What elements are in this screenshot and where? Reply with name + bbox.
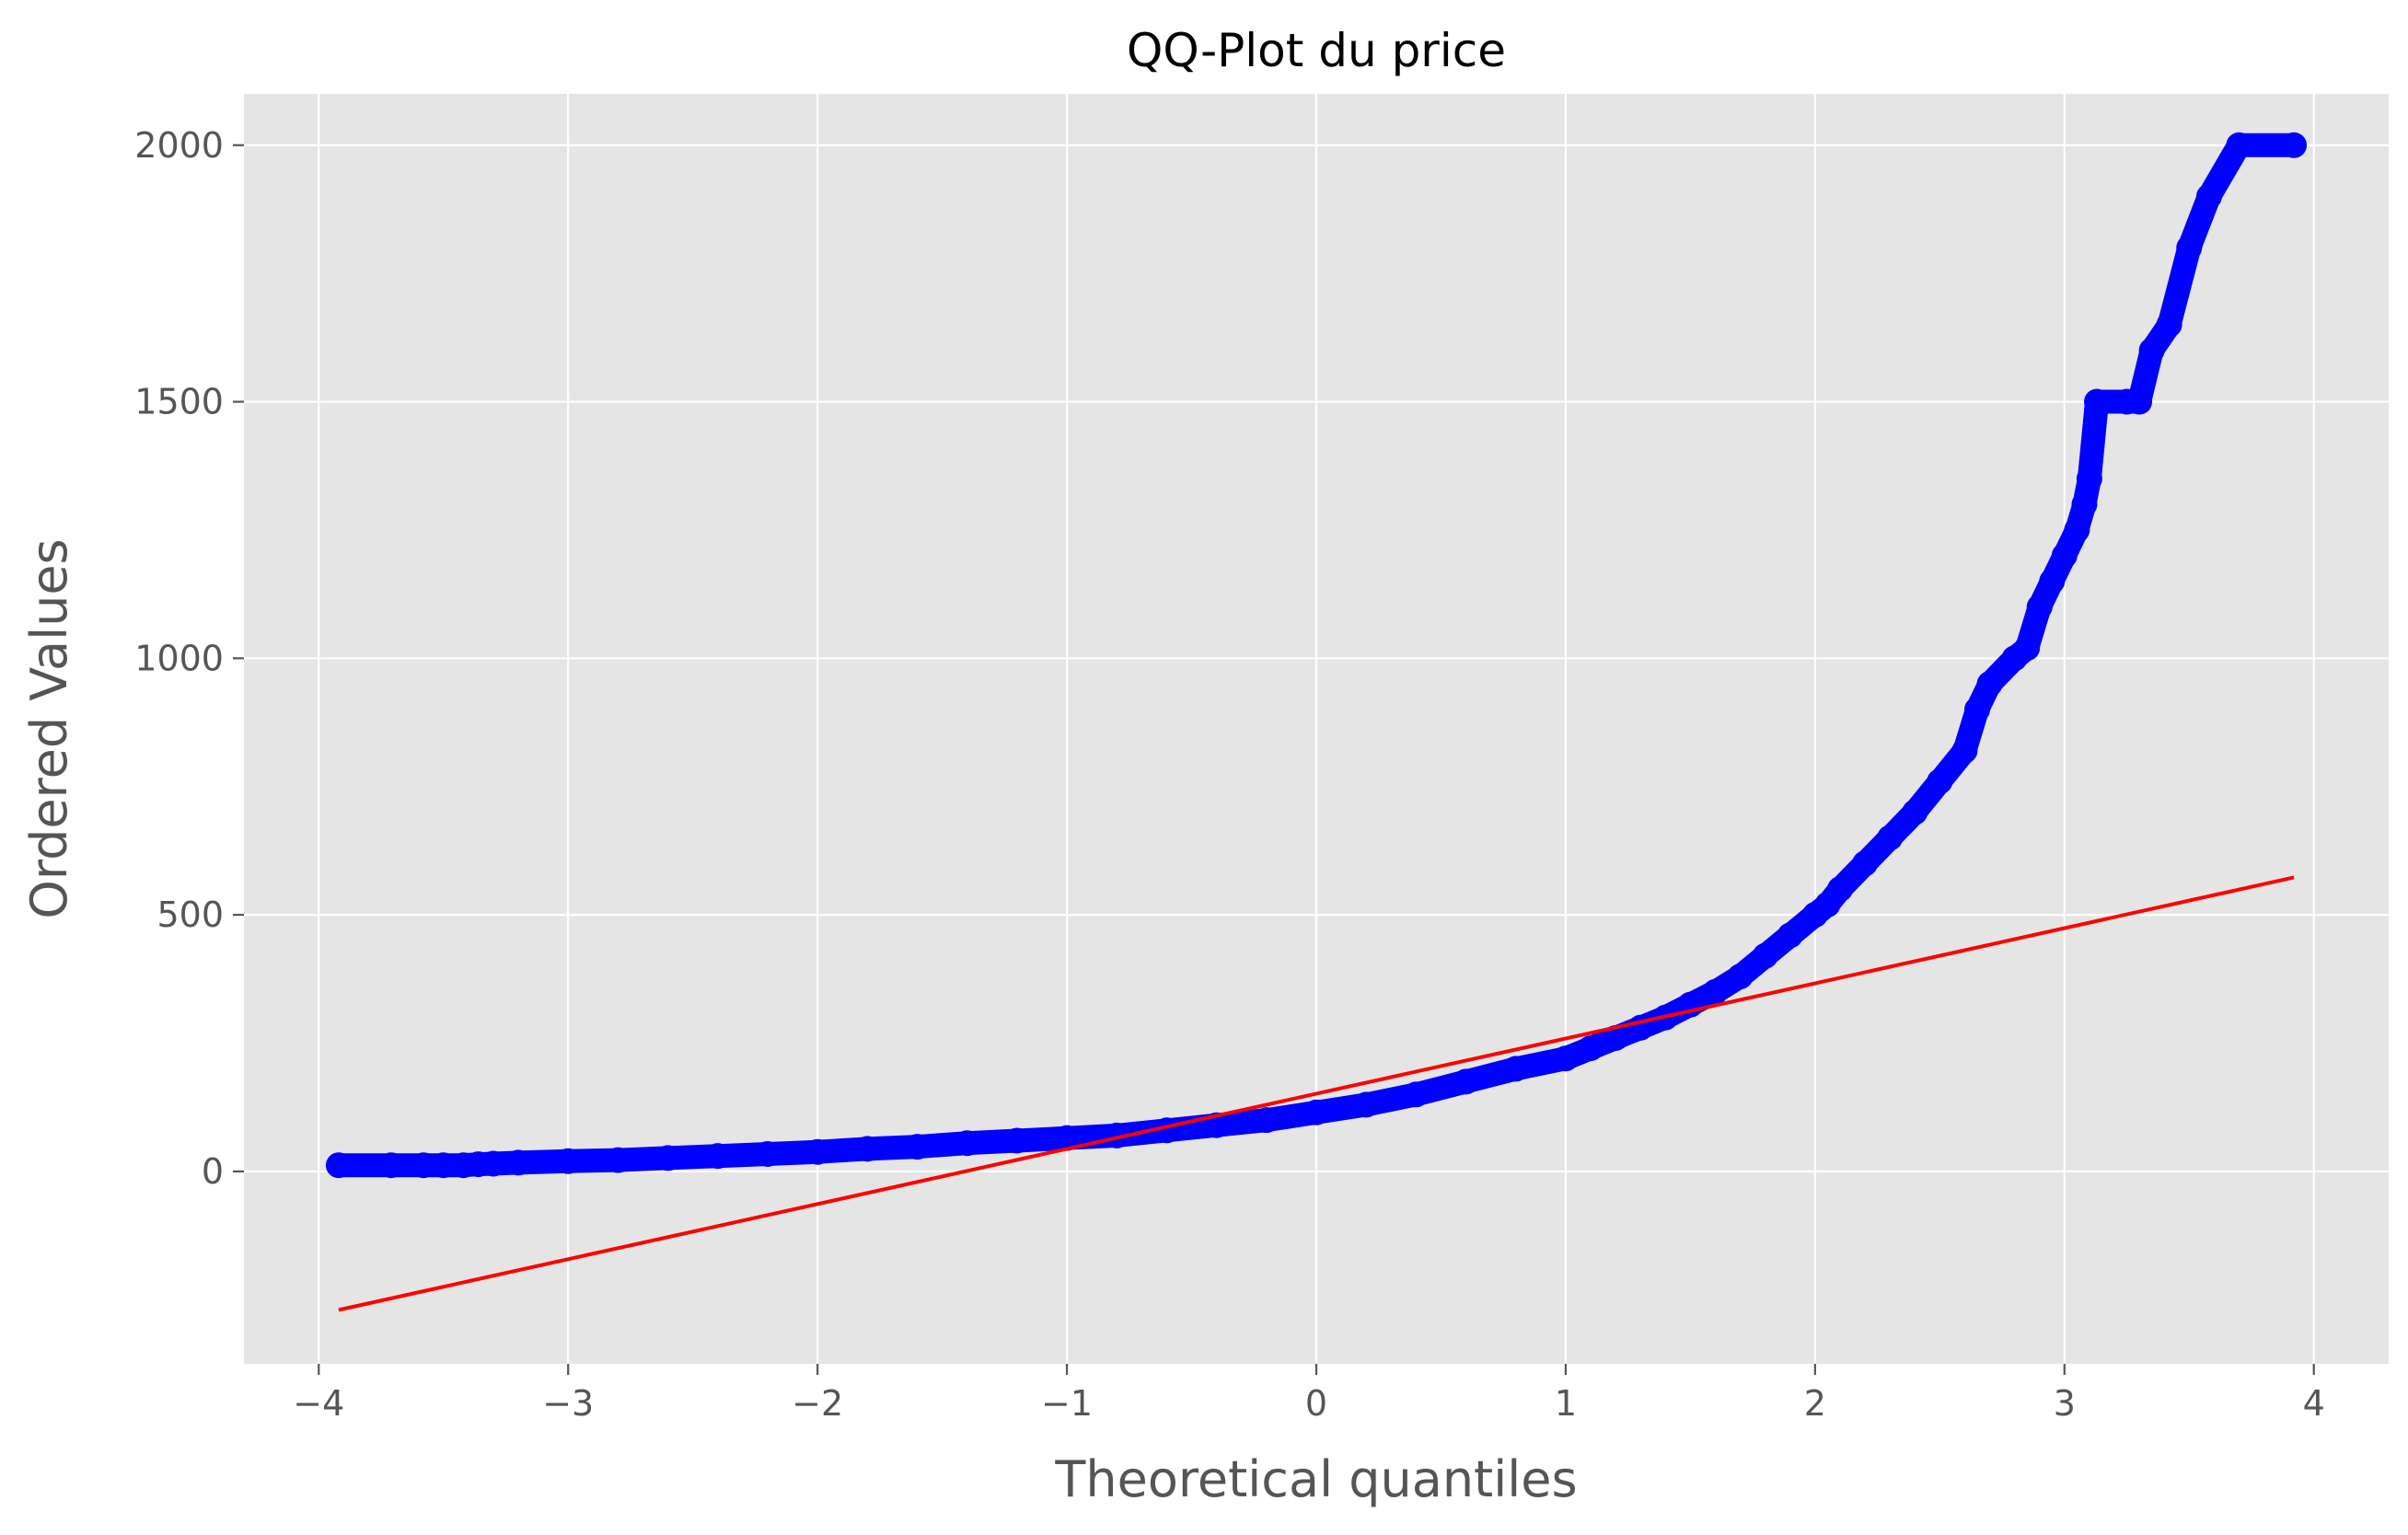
chart-title: QQ-Plot du price	[1127, 24, 1506, 77]
data-point	[654, 1145, 681, 1171]
data-point	[1104, 1122, 1130, 1148]
data-point	[1951, 737, 1978, 764]
data-point	[480, 1150, 506, 1177]
data-point	[1253, 1107, 1279, 1134]
data-point	[2084, 388, 2111, 415]
data-point	[2226, 132, 2252, 158]
data-point	[2126, 388, 2153, 415]
data-point	[325, 1152, 352, 1179]
data-point	[555, 1148, 582, 1174]
grid-lines	[244, 94, 2389, 1364]
data-point	[2026, 594, 2053, 620]
data-point	[2071, 491, 2098, 518]
data-point	[1054, 1125, 1081, 1151]
data-point	[2138, 337, 2165, 364]
x-axis-label: Theoretical quantiles	[1054, 1450, 1577, 1508]
x-tick-label: −2	[792, 1383, 843, 1424]
data-point	[2039, 568, 2066, 594]
data-point	[754, 1140, 781, 1167]
data-point	[430, 1152, 457, 1179]
y-tick-label: 2000	[134, 125, 224, 166]
data-point	[2076, 466, 2102, 492]
data-point	[1003, 1127, 1030, 1154]
data-point	[1852, 850, 1879, 877]
data-point	[2156, 311, 2182, 338]
data-point	[1453, 1068, 1479, 1095]
data-point	[1927, 768, 1953, 795]
y-tick-label: 500	[156, 894, 224, 935]
data-point	[377, 1152, 404, 1179]
x-tick-label: 2	[1804, 1383, 1826, 1424]
data-point	[704, 1143, 731, 1170]
y-axis-ticks: 0 500 1000 1500 2000	[134, 125, 244, 1192]
x-tick-label: 0	[1305, 1383, 1327, 1424]
data-point	[1603, 1024, 1629, 1051]
x-tick-label: 4	[2303, 1383, 2325, 1424]
data-point	[2051, 542, 2078, 569]
data-point	[954, 1130, 980, 1157]
data-point	[605, 1147, 631, 1173]
fit-line-layer	[338, 875, 2295, 1312]
data-point	[1702, 978, 1729, 1005]
data-point	[2064, 516, 2090, 543]
x-tick-label: −3	[542, 1383, 594, 1424]
fit-line	[338, 875, 2295, 1312]
y-tick-label: 1500	[134, 382, 224, 422]
data-point	[1303, 1099, 1329, 1125]
data-point	[2176, 235, 2203, 261]
data-point	[2281, 132, 2308, 158]
data-point	[904, 1134, 931, 1160]
x-tick-label: −4	[293, 1383, 344, 1424]
data-point	[1777, 922, 1803, 949]
data-point	[2014, 635, 2041, 662]
data-point	[1902, 799, 1928, 825]
data-point	[1976, 671, 2003, 698]
data-point	[805, 1138, 831, 1165]
data-point	[1826, 876, 1853, 903]
data-point	[1502, 1056, 1529, 1082]
data-point	[1963, 697, 1990, 723]
data-point	[1552, 1045, 1579, 1072]
y-tick-label: 0	[202, 1151, 224, 1192]
data-point	[1752, 942, 1778, 969]
x-tick-label: −1	[1041, 1383, 1093, 1424]
x-axis-ticks: −4 −3 −2 −1 0 1 2 3 4	[293, 1364, 2325, 1424]
data-point	[854, 1136, 881, 1162]
x-tick-label: 1	[1555, 1383, 1577, 1424]
data-point	[411, 1152, 437, 1179]
data-point	[1353, 1091, 1380, 1118]
data-point	[2195, 183, 2222, 210]
y-axis-label: Ordered Values	[20, 538, 78, 918]
data-point	[1877, 825, 1904, 851]
x-tick-label: 3	[2054, 1383, 2076, 1424]
data-point	[1403, 1081, 1430, 1108]
data-point	[1578, 1035, 1604, 1062]
y-tick-label: 1000	[134, 638, 224, 678]
data-point	[1727, 964, 1754, 990]
data-point	[505, 1149, 532, 1176]
